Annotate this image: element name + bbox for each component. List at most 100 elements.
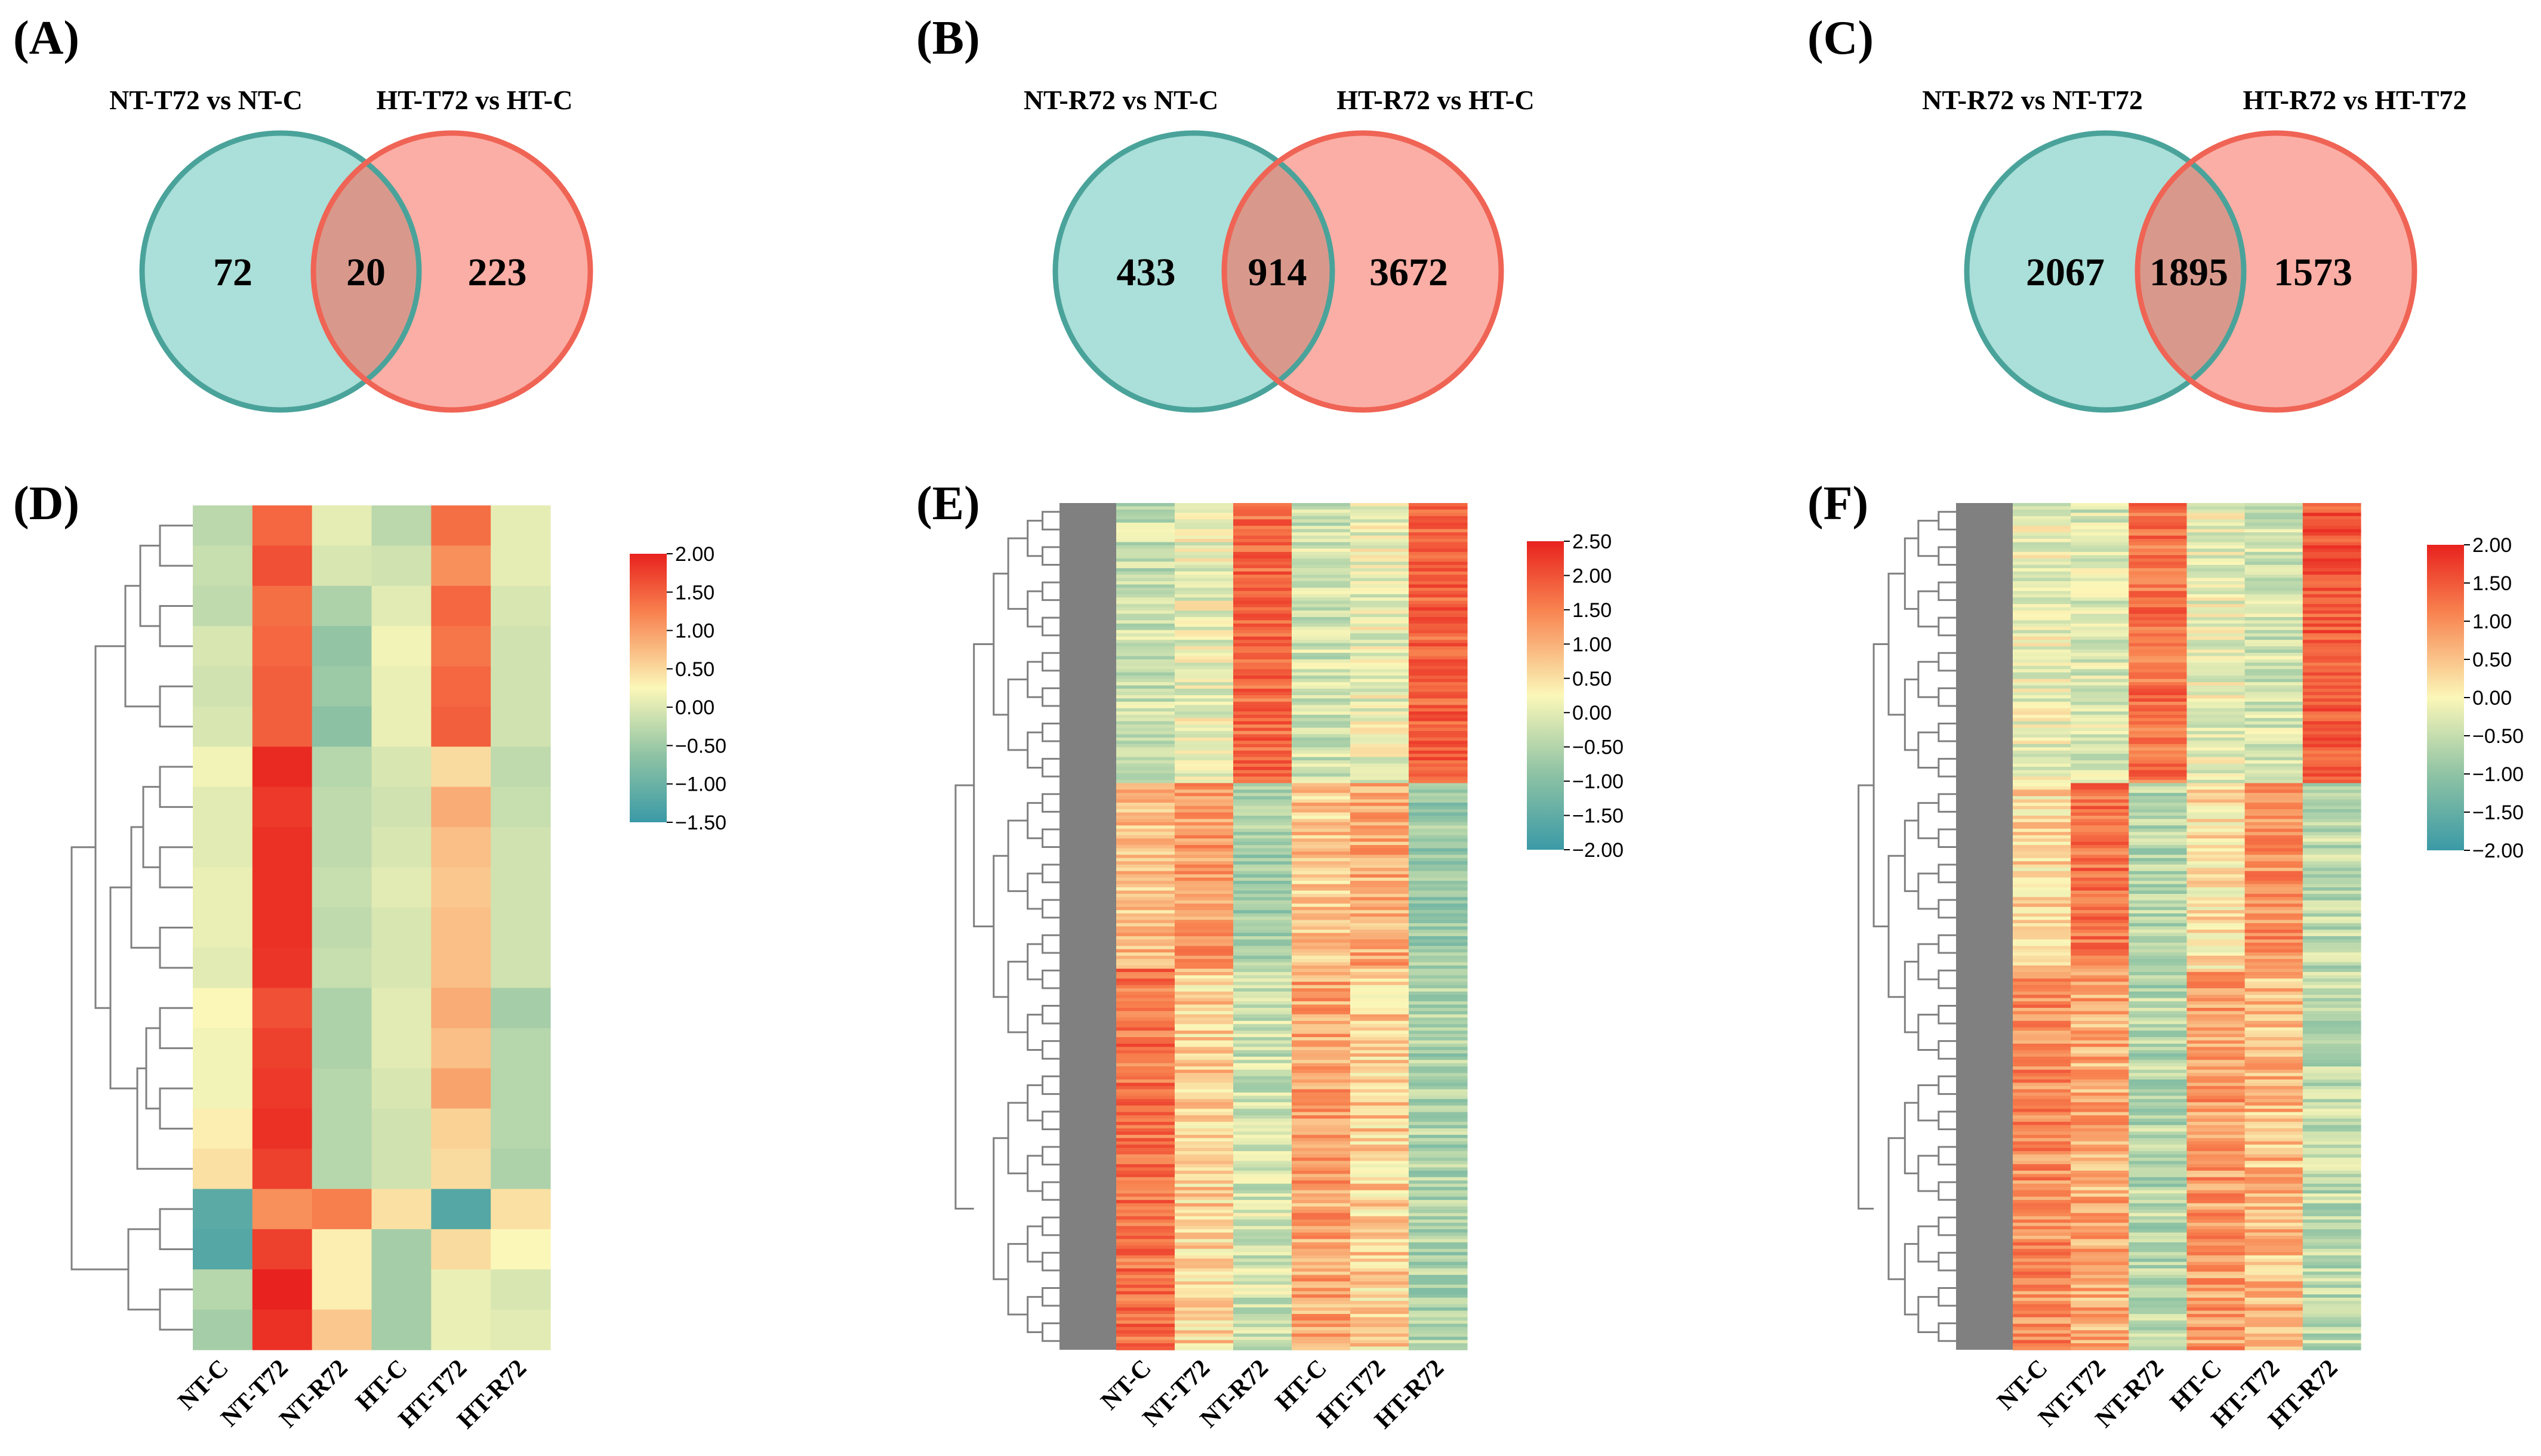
heatmap-cell [1292,610,1351,615]
heatmap-cell [2186,620,2246,624]
heatmap-cell [1175,773,1234,778]
heatmap-cell [1292,1239,1351,1243]
heatmap-cell [1233,1001,1292,1005]
heatmap-cell [2013,564,2071,569]
heatmap-cell [1292,604,1351,608]
heatmap-cell [2186,1343,2246,1347]
heatmap-cell [1409,1320,1468,1325]
heatmap-cell [2013,1310,2071,1315]
heatmap-cell [2244,1180,2303,1184]
heatmap-cell [2244,747,2303,751]
heatmap-cell [1409,1199,1468,1204]
heatmap-cell [1116,1151,1175,1155]
heatmap-cell [2244,1245,2303,1250]
heatmap-cell [2244,1242,2303,1247]
heatmap-cell [2244,620,2303,624]
heatmap-cell [1233,1034,1292,1038]
heatmap-cell [2129,962,2188,966]
heatmap-cell [1409,786,1468,791]
heatmap-cell [1175,506,1234,510]
heatmap-cell [2129,1226,2188,1230]
heatmap-cell [1233,1004,1292,1008]
heatmap-cell [1292,672,1351,677]
heatmap-cell [1409,1248,1468,1253]
heatmap-cell [2302,1128,2361,1133]
heatmap-cell [1409,1281,1468,1285]
heatmap-cell [2302,1102,2361,1106]
heatmap-cell [1175,675,1234,680]
heatmap-cell [1233,1180,1292,1184]
heatmap-cell [1233,819,1292,823]
heatmap-cell [2129,975,2188,979]
heatmap-cell [1175,786,1234,791]
heatmap-cell [1350,893,1409,898]
heatmap-cell [1350,1102,1409,1106]
heatmap-cell [2071,959,2129,963]
heatmap-cell [1116,819,1175,823]
heatmap-cell [2013,1034,2071,1038]
heatmap-cell [1233,581,1292,585]
heatmap-cell [2302,884,2361,888]
heatmap-cell [2071,1138,2129,1142]
heatmap-cell [193,505,253,546]
heatmap-cell [2013,906,2071,911]
heatmap-cell [1233,1027,1292,1031]
heatmap-cell [1116,617,1175,621]
heatmap-cell [2244,1183,2303,1187]
heatmap-cell [1116,1275,1175,1279]
heatmap-cell [2302,532,2361,536]
heatmap-cell [2302,1333,2361,1337]
venn-right-count: 223 [468,251,527,294]
heatmap-cell [1116,985,1175,989]
heatmap-cell [1116,535,1175,539]
heatmap-cell [2071,724,2129,729]
heatmap-cell [2013,1275,2071,1279]
colorbar-tick-label: 2.00 [2472,534,2512,557]
heatmap-cell [2186,998,2246,1002]
heatmap-cell [2129,1180,2188,1184]
dendrogram-branch [1042,828,1059,848]
heatmap-cell [2013,965,2071,970]
heatmap-cell [1409,695,1468,699]
heatmap-cell [2129,822,2188,826]
heatmap-cell [2302,1138,2361,1142]
heatmap-cell [1292,509,1351,514]
heatmap-cell [2244,828,2303,833]
dendrogram [1858,503,2013,1350]
heatmap-cell [1409,731,1468,735]
heatmap-cell [1233,767,1292,771]
heatmap-cell [2129,1272,2188,1276]
heatmap-cell [1116,949,1175,953]
heatmap-cell [2186,1115,2246,1119]
heatmap-cell [2186,978,2246,983]
heatmap-cell [2013,1226,2071,1230]
heatmap-cell [2186,1196,2246,1201]
heatmap-cell [2071,1154,2129,1158]
heatmap-cell [2244,1089,2303,1093]
heatmap-cell [1350,1011,1409,1015]
heatmap-cell [2244,610,2303,615]
heatmap-cell [1116,578,1175,582]
heatmap-cell [1175,1147,1234,1152]
heatmap-cell [1292,1151,1351,1155]
heatmap-cell [1409,923,1468,927]
heatmap-cell [2071,581,2129,585]
heatmap-cell [2071,828,2129,833]
heatmap-cell [2071,1232,2129,1236]
heatmap-cell [2129,636,2188,641]
dendrogram-branch [130,826,160,949]
heatmap-cell [1175,936,1234,940]
heatmap-cell [1292,1040,1351,1044]
venn-left-count: 72 [213,251,252,294]
heatmap-cell [2071,597,2129,601]
heatmap-cell [2302,591,2361,595]
heatmap-cell [2013,669,2071,673]
heatmap-cell [1409,1043,1468,1048]
heatmap-cell [1175,1310,1234,1315]
heatmap-cell [2244,1278,2303,1282]
heatmap-cell [1350,1063,1409,1067]
heatmap-cell [2071,868,2129,872]
heatmap-cell [1292,978,1351,983]
heatmap-cell [2186,682,2246,686]
heatmap-cell [1116,971,1175,976]
